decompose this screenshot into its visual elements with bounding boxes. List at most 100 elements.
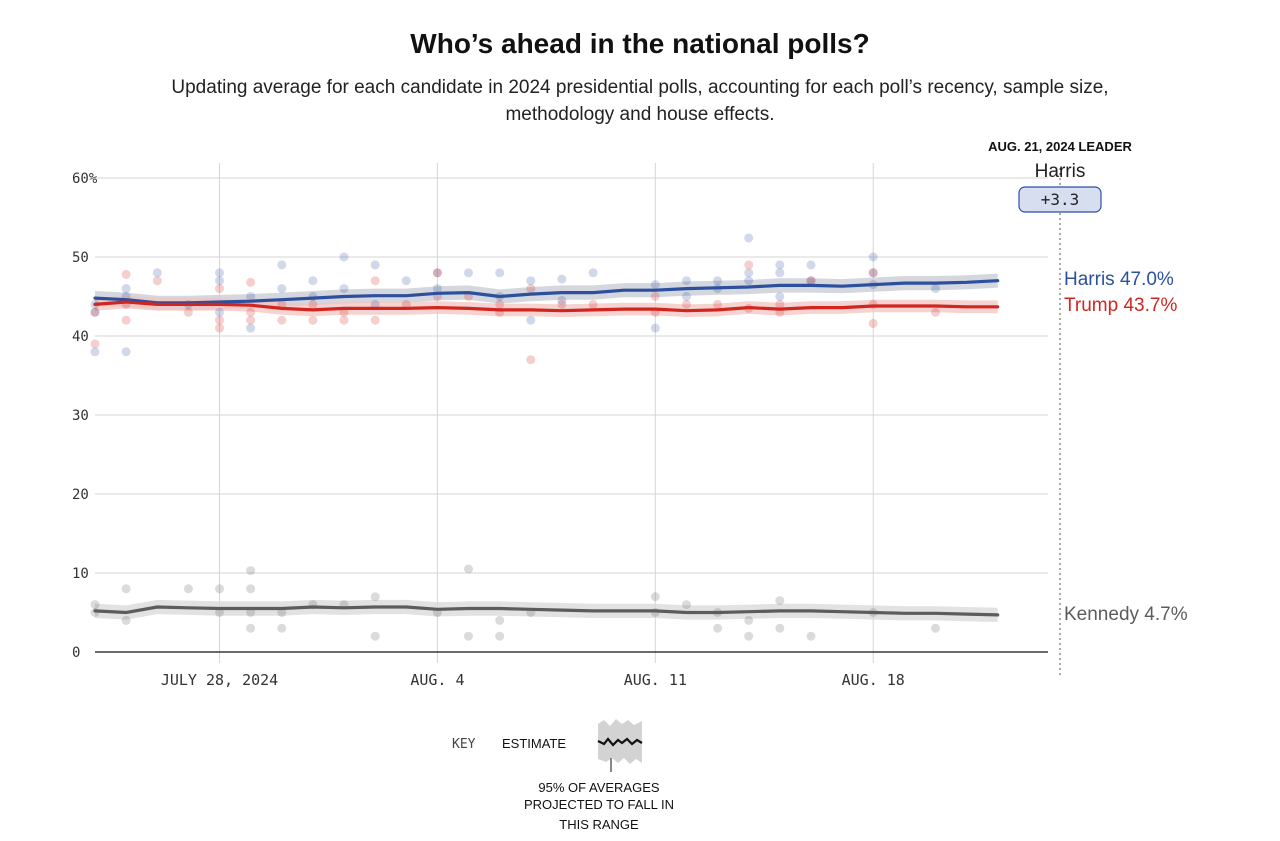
- poll-dot-trump: [152, 276, 162, 286]
- poll-dot-trump: [90, 307, 100, 317]
- poll-dot-harris: [744, 276, 754, 286]
- leader-margin-badge: [1018, 186, 1102, 213]
- poll-dot-kennedy: [183, 584, 193, 594]
- poll-dot-harris: [557, 295, 567, 305]
- poll-dot-harris: [121, 347, 131, 357]
- poll-dot-harris: [90, 347, 100, 357]
- line-kennedy: [93, 605, 1000, 617]
- poll-dot-trump: [713, 299, 723, 309]
- poll-dot-kennedy: [370, 592, 380, 602]
- key-band-line-2: PROJECTED TO FALL IN: [524, 797, 674, 812]
- grid: [95, 163, 1048, 663]
- poll-dot-trump: [277, 315, 287, 325]
- poll-dot-trump: [308, 299, 318, 309]
- poll-dot-trump: [121, 269, 131, 279]
- poll-dot-trump: [650, 292, 660, 301]
- poll-dot-trump: [121, 315, 131, 325]
- poll-dot-kennedy: [246, 623, 256, 633]
- poll-dot-trump: [775, 299, 785, 309]
- poll-dot-harris: [682, 292, 691, 301]
- y-tick-label: 20: [72, 487, 89, 503]
- poll-dot-kennedy: [931, 623, 940, 633]
- poll-dot-harris: [246, 292, 256, 301]
- poll-dot-trump: [246, 277, 256, 287]
- poll-dot-trump: [682, 299, 691, 309]
- poll-dot-harris: [806, 260, 816, 270]
- poll-dot-harris: [650, 323, 660, 333]
- poll-dot-kennedy: [495, 615, 505, 625]
- chart-key: KEY ESTIMATE 95% OF AVERAGES PROJECTED T…: [452, 719, 674, 832]
- poll-dot-kennedy: [277, 608, 287, 617]
- y-tick-label: 0: [72, 645, 80, 661]
- chart-title: Who’s ahead in the national polls?: [410, 28, 870, 59]
- poll-dot-kennedy: [121, 615, 131, 625]
- key-band-line-1: 95% OF AVERAGES: [538, 780, 659, 795]
- poll-dot-harris: [277, 260, 287, 270]
- poll-dot-trump: [215, 315, 224, 325]
- poll-dot-trump: [90, 339, 100, 349]
- y-tick-label: 50: [72, 250, 89, 266]
- poll-dot-harris: [526, 315, 536, 325]
- poll-dot-trump: [215, 284, 224, 294]
- poll-dot-trump: [401, 299, 411, 309]
- poll-dot-trump: [246, 315, 256, 325]
- poll-dot-trump: [246, 307, 256, 317]
- y-tick-label: 10: [72, 566, 89, 582]
- poll-dot-trump: [744, 260, 754, 270]
- poll-dot-harris: [215, 268, 224, 278]
- poll-dot-kennedy: [246, 566, 256, 576]
- x-tick-label: AUG. 11: [624, 671, 687, 689]
- poll-dot-trump: [183, 307, 193, 317]
- poll-dot-trump: [588, 299, 598, 309]
- poll-dot-kennedy: [246, 608, 256, 617]
- poll-dot-kennedy: [246, 584, 256, 594]
- poll-dot-kennedy: [464, 631, 473, 641]
- poll-dot-harris: [713, 276, 723, 286]
- poll-dot-kennedy: [215, 584, 224, 594]
- poll-dot-harris: [588, 268, 598, 278]
- poll-dot-trump: [495, 299, 505, 309]
- poll-dot-trump: [806, 276, 816, 286]
- key-label: KEY: [452, 737, 476, 752]
- poll-dot-harris: [775, 260, 785, 270]
- poll-dot-kennedy: [713, 623, 723, 633]
- key-estimate-line: [597, 737, 643, 747]
- poll-dots: [90, 233, 940, 641]
- poll-dot-kennedy: [464, 564, 473, 574]
- poll-dot-trump: [526, 355, 536, 365]
- poll-dot-trump: [868, 318, 878, 328]
- poll-dot-harris: [775, 268, 785, 278]
- band-trump: [95, 295, 998, 317]
- poll-dot-harris: [682, 276, 691, 286]
- average-lines: [93, 279, 1000, 617]
- poll-dot-trump: [370, 315, 380, 325]
- poll-dot-harris: [370, 299, 380, 309]
- poll-dot-harris: [401, 276, 411, 286]
- leader-callout: AUG. 21, 2024 LEADER Harris +3.3: [988, 139, 1132, 213]
- poll-dot-harris: [744, 268, 754, 278]
- poll-dot-harris: [868, 252, 878, 262]
- poll-dot-trump: [215, 323, 224, 333]
- leader-margin: +3.3: [1041, 190, 1080, 209]
- y-tick-label: 60%: [72, 171, 98, 187]
- poll-dot-harris: [650, 280, 660, 290]
- poll-dot-harris: [90, 307, 100, 317]
- key-band-line-3: THIS RANGE: [559, 817, 639, 832]
- leader-heading: AUG. 21, 2024 LEADER: [988, 139, 1132, 154]
- poll-dot-harris: [246, 323, 256, 333]
- key-estimate-label: ESTIMATE: [502, 736, 566, 751]
- poll-dot-kennedy: [682, 600, 691, 610]
- poll-dot-kennedy: [744, 631, 754, 641]
- poll-dot-harris: [215, 307, 224, 317]
- x-tick-label: JULY 28, 2024: [161, 671, 278, 689]
- poll-dot-kennedy: [90, 600, 100, 610]
- end-labels: Harris 47.0% Trump 43.7% Kennedy 4.7%: [1064, 269, 1188, 625]
- poll-dot-kennedy: [121, 584, 131, 594]
- poll-dot-harris: [277, 284, 287, 294]
- y-tick-label: 40: [72, 329, 89, 345]
- poll-dot-harris: [931, 284, 940, 294]
- x-tick-label: AUG. 18: [842, 671, 905, 689]
- poll-dot-trump: [931, 307, 940, 317]
- chart-subtitle: Updating average for each candidate in 2…: [171, 77, 1109, 125]
